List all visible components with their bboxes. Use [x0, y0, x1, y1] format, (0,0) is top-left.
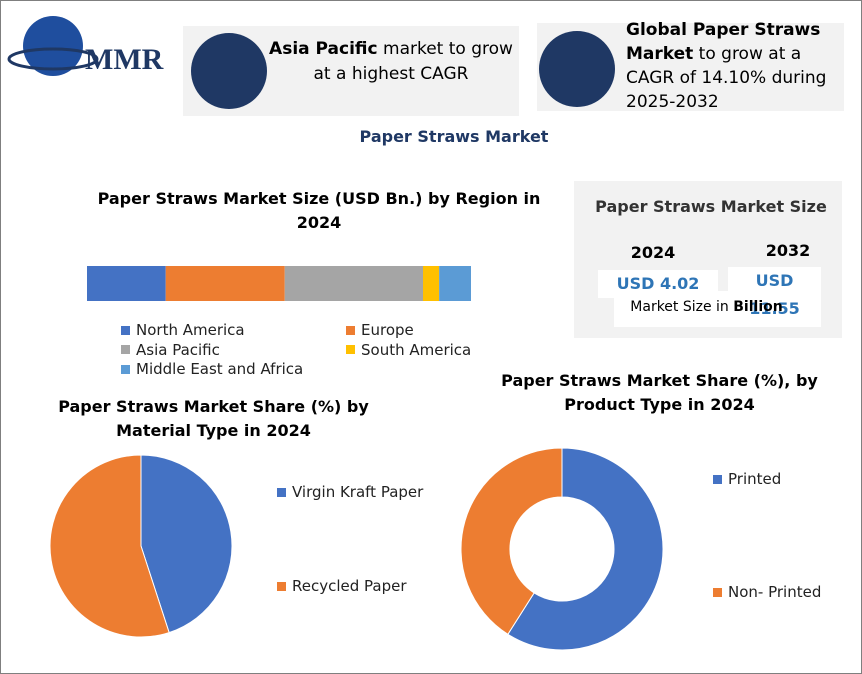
legend-label: Virgin Kraft Paper [292, 483, 424, 501]
legend-label: Non- Printed [728, 583, 822, 601]
legend-item: Asia Pacific [121, 341, 220, 359]
legend-item: Non- Printed [713, 583, 821, 601]
note-text: Market Size in [630, 299, 734, 315]
legend-swatch [121, 345, 130, 354]
size-title: Paper Straws Market Size [595, 197, 827, 216]
card-rest: market to grow at a highest CAGR [313, 39, 513, 84]
chart-title: Paper Straws Market Size (USD Bn.) by Re… [97, 189, 541, 232]
bar-segment [87, 266, 166, 301]
card-rest: to grow at a CAGR of 14.10% during 2025-… [626, 44, 827, 112]
legend-label: Recycled Paper [292, 577, 407, 595]
note-bold: Billion [733, 299, 783, 315]
slice [507, 447, 664, 651]
legend-label: North America [136, 321, 245, 339]
year: 2024 [630, 243, 676, 262]
legend-label: Middle East and Africa [136, 360, 304, 378]
legend-item: South America [346, 341, 471, 359]
logo-globe [23, 16, 83, 76]
legend-swatch [346, 325, 355, 335]
page-title: Paper Straws Market [359, 127, 549, 146]
legend-item: Recycled Paper [277, 577, 407, 595]
legend-swatch [713, 587, 722, 597]
chart-title: Paper Straws Market Share (%) by Materia… [58, 397, 369, 440]
size-value: USD 11.55 [728, 267, 821, 318]
legend-item: Middle East and Africa [121, 360, 303, 378]
legend-label: Printed [728, 470, 782, 488]
bar-segment [284, 266, 423, 301]
legend-item: Printed [713, 470, 781, 488]
chart-title: Paper Straws Market Share (%), by Produc… [501, 371, 818, 414]
card-bold: Global Paper Straws Market [626, 20, 821, 64]
bar-segment [439, 266, 471, 301]
legend-swatch [277, 581, 286, 591]
bar-segment [423, 266, 440, 301]
legend-label: Europe [361, 321, 414, 339]
legend-swatch [121, 364, 130, 374]
legend-swatch [277, 487, 286, 497]
card-bold: Asia Pacific [269, 39, 378, 59]
legend-swatch [346, 345, 355, 354]
legend-label: Asia Pacific [136, 340, 220, 359]
logo-orbit [7, 47, 99, 71]
card-icon [191, 33, 267, 109]
slice [460, 447, 563, 635]
legend-item: North America [121, 321, 245, 339]
slice [49, 454, 170, 638]
slice [140, 454, 233, 634]
legend-label: South America [361, 340, 472, 359]
card-icon [539, 31, 615, 107]
legend-swatch [713, 474, 722, 484]
year: 2032 [765, 241, 811, 260]
size-value: USD 4.02 [598, 270, 718, 298]
legend-item: Europe [346, 321, 414, 339]
bar-segment [165, 266, 285, 301]
card-text: Global Paper Straws Market to grow at a … [626, 18, 844, 114]
card-text: Asia Pacific market to grow at a highest… [263, 37, 519, 87]
logo-text: MMR [85, 43, 164, 76]
legend-swatch [121, 325, 130, 335]
legend-item: Virgin Kraft Paper [277, 483, 423, 501]
note: Market Size in Billion [614, 299, 799, 315]
